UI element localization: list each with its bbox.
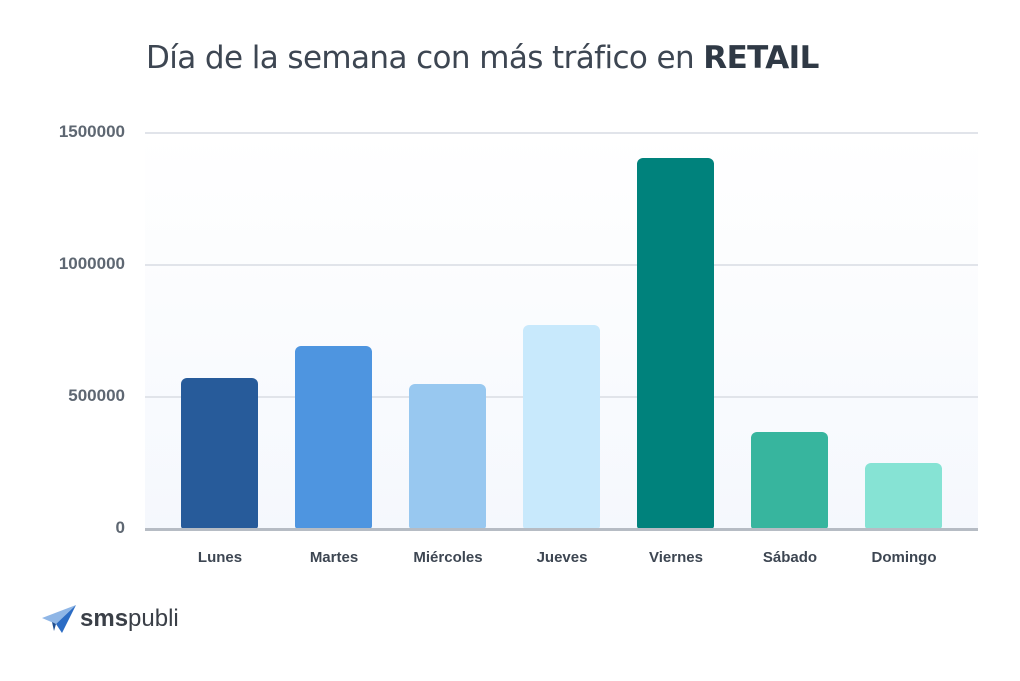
x-tick-label: Martes — [309, 549, 359, 566]
paper-plane-icon — [42, 605, 76, 633]
chart-title: Día de la semana con más tráfico en RETA… — [146, 40, 819, 76]
x-axis-line — [145, 528, 978, 531]
bar-jueves — [523, 325, 600, 529]
x-tick-label: Jueves — [536, 549, 588, 566]
gridline-1500000 — [145, 132, 978, 134]
y-tick-label: 1500000 — [58, 122, 125, 141]
bar-lunes — [181, 378, 258, 529]
x-tick-label: Lunes — [197, 549, 243, 566]
logo-bold: sms — [80, 605, 129, 632]
x-tick-label: Sábado — [762, 549, 818, 566]
x-tick-label: Miércoles — [413, 549, 483, 566]
chart-title-prefix: Día de la semana con más tráfico en — [146, 40, 704, 76]
y-tick-label: 1000000 — [58, 254, 125, 273]
bar-miércoles — [409, 384, 486, 529]
gridline-1000000 — [145, 264, 978, 266]
chart-title-emphasis: RETAIL — [703, 40, 819, 76]
logo-light: publi — [128, 605, 179, 632]
bar-martes — [295, 346, 372, 529]
x-tick-label: Viernes — [649, 549, 703, 566]
bar-domingo — [865, 463, 942, 529]
logo-wordmark: smspubli — [80, 605, 179, 633]
y-tick-label: 0 — [115, 518, 125, 537]
bar-sábado — [751, 432, 828, 529]
bar-viernes — [637, 158, 714, 529]
smspubli-logo: smspubli — [42, 604, 179, 634]
x-tick-label: Domingo — [871, 549, 937, 566]
y-tick-label: 500000 — [68, 386, 125, 405]
